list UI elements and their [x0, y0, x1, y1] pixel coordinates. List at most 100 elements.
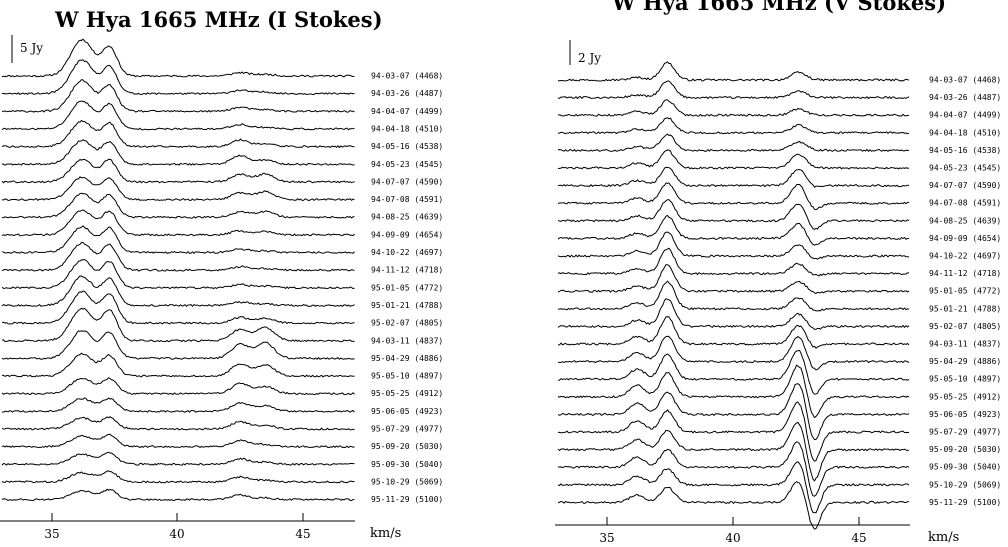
stokes-v-date-labels: 94-03-07 (4468) 94-03-26 (4487) 94-04-07 (… [929, 76, 1001, 507]
stokes-i-spectrum-3 [1, 79, 355, 113]
stokes-v-spectrum-10 [557, 215, 910, 246]
stokes-i-spectrum-4 [1, 100, 355, 131]
stokes-v-date-label-22: 95-09-20 (5030) [929, 445, 1001, 454]
stokes-v-date-label-16: 94-03-11 (4837) [929, 340, 1001, 349]
stokes-i-date-label-1: 94-03-07 (4468) [371, 72, 443, 81]
stokes-i-spectrum-24 [1, 470, 355, 484]
stokes-v-date-label-2: 94-03-26 (4487) [929, 93, 1001, 102]
stokes-i-spectra [1, 38, 355, 501]
stokes-v-date-label-11: 94-10-22 (4697) [929, 252, 1001, 261]
stokes-i-date-label-23: 95-09-30 (5040) [371, 460, 443, 469]
stokes-v-spectrum-5 [557, 133, 910, 152]
stokes-i-tick-label-35: 35 [44, 527, 59, 541]
stokes-i-spectrum-1 [1, 38, 355, 78]
stokes-v-spectrum-3 [557, 99, 910, 117]
stokes-v-date-label-20: 95-06-05 (4923) [929, 410, 1001, 419]
stokes-i-spectrum-12 [1, 241, 355, 272]
stokes-i-spectrum-13 [1, 258, 355, 290]
stokes-i-spectrum-5 [1, 119, 355, 148]
stokes-i-spectrum-16 [1, 307, 355, 343]
stokes-v-spectrum-23 [557, 441, 910, 497]
stokes-v-date-label-21: 95-07-29 (4977) [929, 428, 1001, 437]
stokes-v-date-label-4: 94-04-18 (4510) [929, 128, 1001, 137]
stokes-v-tick-label-45: 45 [851, 531, 866, 545]
stokes-i-date-label-7: 94-07-07 (4590) [371, 177, 443, 186]
stokes-v-date-label-13: 95-01-05 (4772) [929, 287, 1001, 296]
stokes-v-spectrum-6 [557, 149, 910, 170]
stokes-v-spectrum-1 [557, 61, 910, 82]
stokes-v-panel: W Hya 1665 MHz (V Stokes) 2 Jy 94-03-07 … [555, 0, 1001, 545]
stokes-v-spectrum-15 [557, 298, 910, 330]
stokes-v-date-label-8: 94-07-08 (4591) [929, 199, 1001, 208]
stokes-i-date-label-2: 94-03-26 (4487) [371, 89, 443, 98]
stokes-i-spectrum-20 [1, 397, 355, 413]
stokes-v-spectrum-20 [557, 383, 910, 441]
stokes-v-spectrum-21 [557, 401, 910, 462]
stokes-v-date-label-3: 94-04-07 (4499) [929, 111, 1001, 120]
stokes-i-spectrum-6 [1, 139, 355, 166]
stokes-v-date-label-12: 94-11-12 (4718) [929, 269, 1001, 278]
stokes-i-spectrum-17 [1, 330, 355, 360]
stokes-v-spectrum-12 [557, 247, 910, 277]
stokes-v-date-label-14: 95-01-21 (4788) [929, 304, 1001, 313]
stokes-i-date-label-21: 95-07-29 (4977) [371, 425, 443, 434]
stokes-i-spectrum-11 [1, 225, 355, 254]
stokes-i-date-label-24: 95-10-29 (5069) [371, 477, 443, 486]
stokes-i-date-label-15: 95-02-07 (4805) [371, 319, 443, 328]
stokes-v-spectra [557, 61, 910, 530]
stokes-i-date-label-4: 94-04-18 (4510) [371, 124, 443, 133]
stokes-v-date-label-25: 95-11-29 (5100) [929, 498, 1001, 507]
stokes-v-date-label-1: 94-03-07 (4468) [929, 76, 1001, 85]
stokes-v-date-label-15: 95-02-07 (4805) [929, 322, 1001, 331]
stokes-i-date-label-6: 94-05-23 (4545) [371, 160, 443, 169]
stokes-i-date-label-8: 94-07-08 (4591) [371, 195, 443, 204]
stokes-v-spectrum-22 [557, 421, 910, 482]
stokes-v-x-axis-label: km/s [928, 530, 959, 545]
stokes-i-scale-label: 5 Jy [20, 41, 43, 55]
stokes-i-date-label-3: 94-04-07 (4499) [371, 107, 443, 116]
stokes-i-date-label-12: 94-11-12 (4718) [371, 266, 443, 275]
stokes-v-spectrum-24 [557, 461, 910, 514]
stokes-v-date-label-23: 95-09-30 (5040) [929, 463, 1001, 472]
stokes-i-date-label-11: 94-10-22 (4697) [371, 248, 443, 257]
stokes-i-date-label-22: 95-09-20 (5030) [371, 442, 443, 451]
stokes-i-tick-label-45: 45 [295, 527, 310, 541]
stokes-i-date-label-9: 94-08-25 (4639) [371, 213, 443, 222]
stokes-i-date-label-25: 95-11-29 (5100) [371, 495, 443, 504]
stokes-i-date-label-18: 95-05-10 (4897) [371, 372, 443, 381]
stokes-i-tick-label-40: 40 [169, 527, 184, 541]
stokes-i-date-label-17: 95-04-29 (4886) [371, 354, 443, 363]
stokes-i-spectrum-21 [1, 416, 355, 431]
stokes-i-spectrum-22 [1, 433, 355, 449]
stokes-i-spectrum-7 [1, 158, 355, 184]
stokes-i-date-label-14: 95-01-21 (4788) [371, 301, 443, 310]
stokes-v-spectrum-19 [557, 364, 910, 419]
stokes-v-spectrum-9 [557, 199, 910, 230]
stokes-i-spectrum-15 [1, 290, 355, 325]
stokes-v-tick-label-35: 35 [599, 531, 614, 545]
stokes-v-spectrum-25 [557, 481, 910, 530]
stokes-i-spectrum-19 [1, 377, 355, 396]
stokes-v-spectrum-13 [557, 264, 910, 294]
stokes-i-x-axis-label: km/s [370, 526, 401, 541]
stokes-v-spectrum-4 [557, 117, 910, 135]
stokes-i-date-label-10: 94-09-09 (4654) [371, 230, 443, 239]
stokes-i-spectrum-18 [1, 352, 355, 378]
stokes-i-spectrum-2 [1, 59, 355, 96]
stokes-i-spectrum-9 [1, 192, 355, 219]
stokes-i-date-label-19: 95-05-25 (4912) [371, 389, 443, 398]
stokes-i-spectrum-25 [1, 488, 355, 501]
stokes-i-date-label-16: 94-03-11 (4837) [371, 336, 443, 345]
stokes-i-spectrum-14 [1, 275, 355, 307]
stokes-v-date-label-10: 94-09-09 (4654) [929, 234, 1001, 243]
stokes-i-panel: W Hya 1665 MHz (I Stokes) 5 Jy 94-03-07 … [0, 7, 443, 541]
stokes-v-date-label-18: 95-05-10 (4897) [929, 375, 1001, 384]
stokes-v-date-label-24: 95-10-29 (5069) [929, 480, 1001, 489]
stokes-v-spectrum-14 [557, 280, 910, 312]
stokes-v-date-label-19: 95-05-25 (4912) [929, 392, 1001, 401]
stokes-v-spectrum-8 [557, 182, 910, 210]
stokes-v-date-label-5: 94-05-16 (4538) [929, 146, 1001, 155]
stokes-v-spectrum-7 [557, 166, 910, 188]
stokes-i-spectrum-23 [1, 451, 355, 466]
